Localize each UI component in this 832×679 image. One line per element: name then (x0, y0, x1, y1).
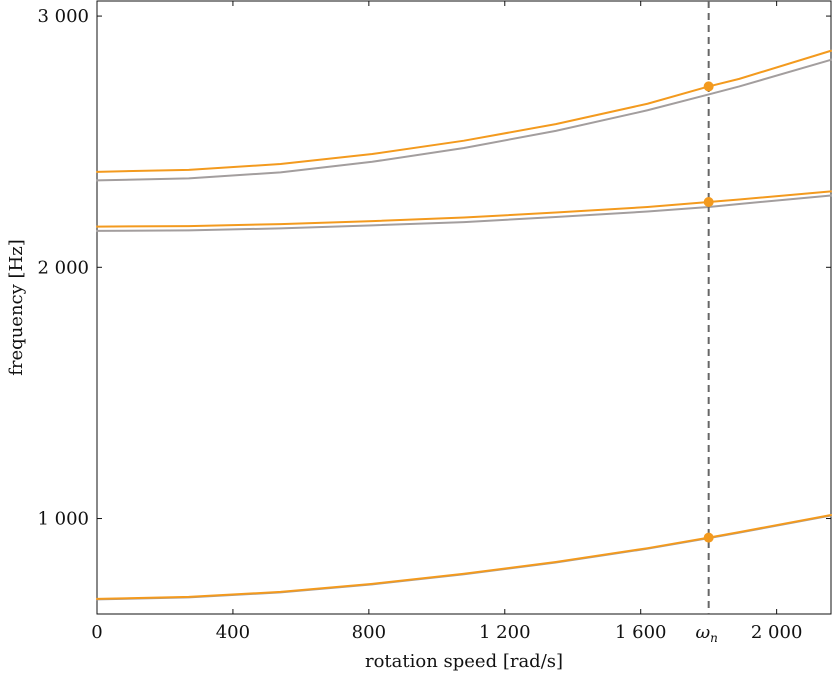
series-line-6 (96, 49, 832, 173)
x-axis-label: rotation speed [rad/s] (365, 651, 563, 672)
omega-n-label: ωn (695, 622, 717, 645)
series-line-1 (96, 514, 832, 601)
plot-area: 0 400 800 1 200 1 600 2 000 1 000 2 000 3 000 (37, 0, 832, 643)
y-axis-ticks: 1 000 2 000 3 000 (37, 6, 831, 530)
highlight-point-1 (703, 532, 714, 543)
plot-frame (96, 0, 832, 615)
x-tick-label: 1 600 (615, 622, 667, 643)
y-tick-label: 2 000 (37, 257, 89, 278)
x-tick-label: 0 (91, 622, 102, 643)
series-line-3 (96, 194, 832, 232)
x-tick-label: 800 (352, 622, 386, 643)
x-tick-label: 1 200 (479, 622, 531, 643)
highlight-point-2 (703, 196, 714, 207)
series-line-4 (96, 190, 832, 228)
y-tick-label: 1 000 (37, 509, 89, 530)
omega-subscript: n (710, 631, 718, 645)
y-tick-label: 3 000 (37, 6, 89, 27)
highlight-points-layer (703, 81, 714, 543)
series-layer (96, 49, 832, 601)
highlight-point-3 (703, 81, 714, 92)
x-tick-label: 2 000 (751, 622, 803, 643)
omega-symbol: ω (695, 622, 710, 643)
x-axis-ticks: 0 400 800 1 200 1 600 2 000 (91, 1, 802, 643)
series-line-5 (96, 58, 832, 182)
series-line-2 (96, 514, 832, 600)
x-tick-label: 400 (216, 622, 250, 643)
y-axis-label: frequency [Hz] (6, 239, 27, 375)
